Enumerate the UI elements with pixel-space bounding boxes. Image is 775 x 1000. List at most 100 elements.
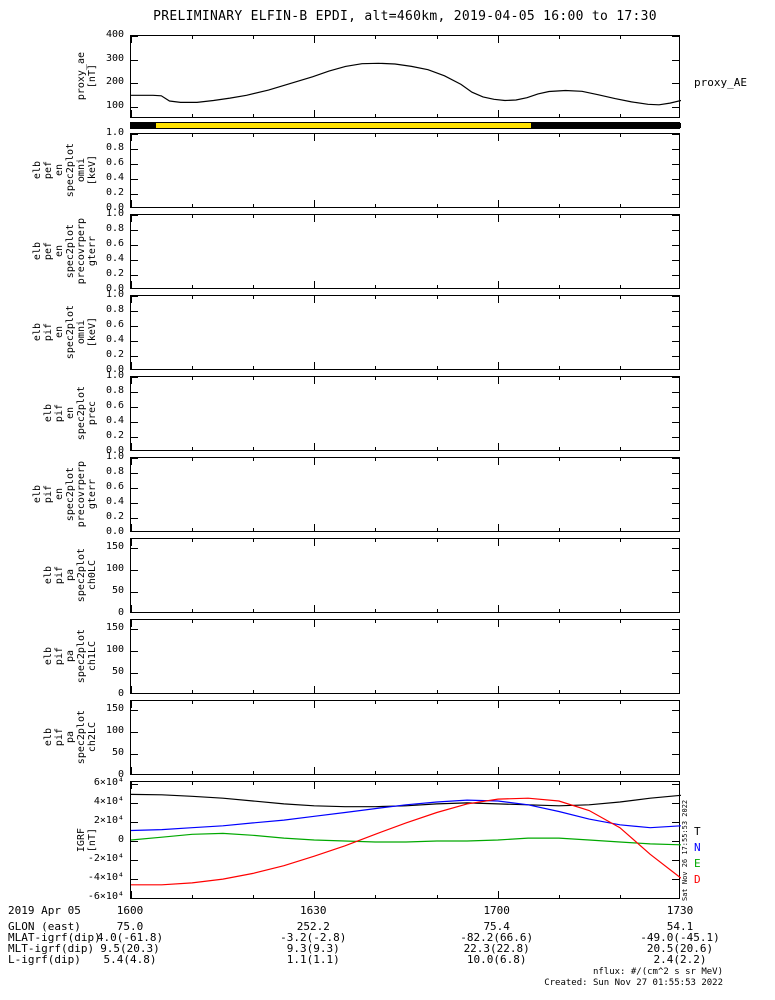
y-tick <box>131 628 138 630</box>
x-tick <box>619 36 621 39</box>
ylabel-line: pif <box>43 323 54 342</box>
x-tick <box>436 366 438 369</box>
y-tick <box>672 488 679 489</box>
ylabel-line: spec2plot <box>65 143 76 198</box>
y-tick <box>131 841 138 842</box>
ytick-label: 100 <box>105 643 124 655</box>
footer-row-label: GLON (east) <box>8 920 81 933</box>
x-tick <box>131 458 132 465</box>
y-tick <box>672 531 679 532</box>
x-tick <box>619 377 621 380</box>
ylabel-line: pa <box>65 731 76 744</box>
y-tick <box>672 341 679 342</box>
ylabel-line: pif <box>43 485 54 504</box>
x-tick <box>131 443 132 450</box>
x-tick <box>192 771 194 774</box>
x-tick <box>619 782 621 785</box>
x-tick <box>375 620 377 623</box>
x-tick <box>375 296 377 299</box>
footer-value: 75.0 <box>116 920 144 933</box>
x-tick <box>192 285 194 288</box>
y-tick <box>672 59 679 61</box>
y-tick <box>672 134 679 135</box>
x-tick <box>253 771 255 774</box>
y-tick <box>672 326 679 327</box>
ylabel-line: [keV] <box>87 155 98 186</box>
x-tick <box>131 110 132 117</box>
ylabel-line: elb <box>32 242 43 261</box>
footer-value: 1.1(1.1) <box>286 953 340 966</box>
footer-value: -3.2(-2.8) <box>280 931 347 944</box>
nflux-units-note: nflux: #/(cm^2 s sr MeV) <box>592 967 723 977</box>
x-tick <box>253 204 255 207</box>
ytick-label: 1.0 <box>105 451 124 462</box>
x-tick <box>192 895 194 898</box>
x-tick <box>192 215 194 218</box>
y-tick <box>131 149 138 150</box>
y-tick <box>672 860 679 861</box>
x-tick <box>314 281 316 288</box>
x-tick <box>497 458 499 465</box>
y-tick <box>131 709 138 711</box>
x-tick <box>679 701 680 708</box>
ytick-label: 100 <box>105 724 124 736</box>
x-tick <box>679 782 680 789</box>
ylabel-line: [nT] <box>87 827 98 853</box>
x-tick <box>619 701 621 704</box>
y-tick <box>131 134 138 135</box>
x-tick <box>436 690 438 693</box>
x-tick <box>131 701 132 708</box>
ytick-label: 150 <box>105 540 124 552</box>
footer-value: -82.2(66.6) <box>460 931 534 944</box>
footer-value: 4.0(-61.8) <box>96 931 164 944</box>
y-tick <box>672 709 679 711</box>
x-tick <box>679 36 680 43</box>
x-tick <box>558 366 560 369</box>
y-tick <box>131 612 138 613</box>
x-tick <box>375 114 377 117</box>
y-tick <box>131 693 138 694</box>
ylabel-line: omni <box>76 320 87 345</box>
ytick-label: 150 <box>105 621 124 633</box>
ylabel-line: pef <box>43 242 54 261</box>
y-tick <box>131 36 138 37</box>
x-tick <box>497 782 499 789</box>
ylabel-line: gterr <box>87 479 98 510</box>
x-tick <box>558 609 560 612</box>
y-tick <box>672 783 679 785</box>
panel-elb-pif-pa-spec2plot-ch0LC <box>130 538 680 613</box>
y-tick <box>131 407 138 408</box>
y-tick <box>672 230 679 231</box>
x-tick <box>253 620 255 623</box>
y-tick <box>672 369 679 370</box>
ytick-label: 0 <box>117 834 124 845</box>
ylabel-line: [keV] <box>87 317 98 348</box>
x-tick <box>497 36 499 43</box>
y-tick <box>131 774 138 775</box>
x-tick <box>619 620 621 623</box>
y-tick <box>672 437 679 438</box>
ylabel-elb-pef-en-spec2plot-precovrperp-gterr: elb pef en spec2plot precovrperp gterr <box>16 214 98 289</box>
x-tick <box>558 528 560 531</box>
y-tick <box>672 422 679 423</box>
x-tick <box>558 377 560 380</box>
y-tick <box>131 275 138 276</box>
x-tick <box>192 782 194 785</box>
trace-E <box>131 832 681 846</box>
ytick-label: 100 <box>105 562 124 574</box>
trace-proxy_AE <box>131 62 681 106</box>
x-tick <box>679 686 680 693</box>
x-tick <box>375 701 377 704</box>
ytick-label: 300 <box>105 52 124 64</box>
y-tick <box>672 473 679 474</box>
y-tick <box>131 518 138 519</box>
ylabel-elb-pif-en-spec2plot-prec: elb pif en spec2plot prec <box>16 376 98 451</box>
y-tick <box>131 898 138 899</box>
y-tick <box>131 473 138 474</box>
y-tick <box>672 672 679 674</box>
x-tick <box>619 771 621 774</box>
x-tick <box>497 605 499 612</box>
x-tick <box>314 110 316 117</box>
x-tick <box>375 204 377 207</box>
xtick-label: 1630 <box>300 904 327 917</box>
